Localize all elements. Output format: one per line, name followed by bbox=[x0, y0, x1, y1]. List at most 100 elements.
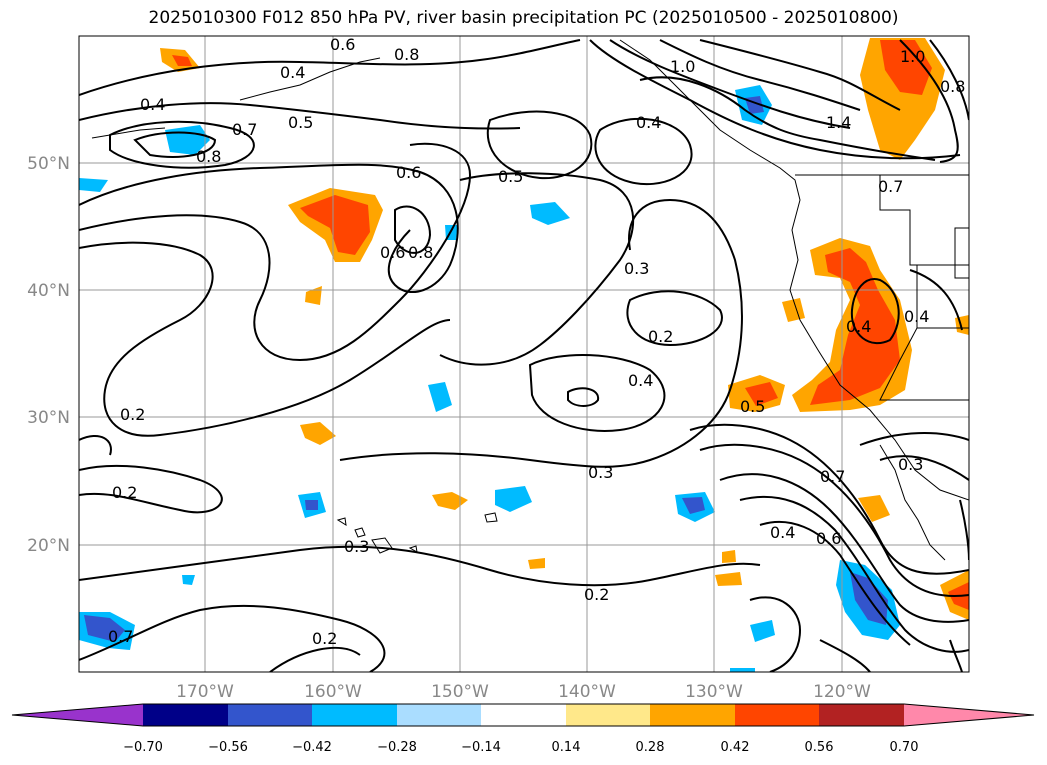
positive-precip-area bbox=[300, 422, 336, 445]
colorbar-tick-label: 0.28 bbox=[636, 740, 665, 755]
colorbar-tick-label: −0.70 bbox=[123, 740, 163, 755]
contour-labels: 0.4 0.5 0.6 0.7 0.8 0.6 0.8 0.5 0.4 0.3 … bbox=[108, 35, 965, 648]
colorbar-segment bbox=[397, 704, 481, 726]
positive-precip-area bbox=[782, 298, 805, 322]
contour-label: 0.3 bbox=[588, 463, 613, 482]
colorbar-tick-label: −0.28 bbox=[377, 740, 417, 755]
positive-precip-area bbox=[715, 572, 742, 586]
colorbar-segment bbox=[566, 704, 650, 726]
lon-axis: 170°W 160°W 150°W 140°W 130°W 120°W bbox=[176, 682, 871, 702]
positive-precip-area bbox=[305, 286, 322, 305]
contour-label: 0.3 bbox=[624, 259, 649, 278]
precip-shading bbox=[79, 38, 969, 672]
contour-label: 0.2 bbox=[120, 405, 145, 424]
lon-label: 160°W bbox=[304, 682, 362, 702]
contour-label: 0.7 bbox=[878, 177, 903, 196]
pv-contours bbox=[79, 39, 969, 672]
lat-label: 30°N bbox=[27, 408, 70, 428]
colorbar-tick-label: −0.42 bbox=[292, 740, 332, 755]
contour-label: 0.8 bbox=[940, 77, 965, 96]
negative-precip-area bbox=[730, 668, 755, 672]
positive-precip-core bbox=[880, 40, 932, 95]
colorbar-tick-label: 0.14 bbox=[552, 740, 581, 755]
colorbar-segment bbox=[312, 704, 397, 726]
contour-label: 0.4 bbox=[846, 317, 871, 336]
lat-label: 40°N bbox=[27, 281, 70, 301]
lat-label: 50°N bbox=[27, 154, 70, 174]
graticule bbox=[79, 36, 969, 672]
colorbar-tick-label: −0.56 bbox=[208, 740, 248, 755]
lat-label: 20°N bbox=[27, 536, 70, 556]
negative-precip-area bbox=[530, 202, 570, 225]
colorbar-tick-label: 0.70 bbox=[890, 740, 919, 755]
lon-label: 120°W bbox=[813, 682, 871, 702]
colorbar-tick-label: −0.14 bbox=[461, 740, 501, 755]
negative-precip-core bbox=[305, 500, 318, 510]
positive-precip-core bbox=[745, 382, 778, 406]
positive-precip-core bbox=[300, 195, 370, 255]
colorbar-extend-high bbox=[904, 704, 1034, 726]
contour-label: 0.2 bbox=[312, 629, 337, 648]
contour-label: 0.8 bbox=[196, 147, 221, 166]
positive-precip-core bbox=[172, 55, 192, 66]
contour-label: 0.4 bbox=[770, 523, 795, 542]
colorbar-segment bbox=[735, 704, 819, 726]
contour-label: 1.0 bbox=[900, 47, 925, 66]
colorbar-segment bbox=[650, 704, 735, 726]
contour-label: 0.6 bbox=[816, 529, 841, 548]
map-title: 2025010300 F012 850 hPa PV, river basin … bbox=[148, 8, 899, 28]
positive-precip-area bbox=[858, 495, 890, 522]
lon-label: 150°W bbox=[431, 682, 489, 702]
contour-label: 0.8 bbox=[408, 243, 433, 262]
negative-precip-area bbox=[495, 486, 532, 512]
positive-precip-area bbox=[528, 558, 545, 569]
negative-precip-area bbox=[428, 382, 452, 412]
colorbar-segment bbox=[143, 704, 228, 726]
colorbar-tick-label: 0.42 bbox=[721, 740, 750, 755]
contour-label: 0.5 bbox=[498, 167, 523, 186]
lon-label: 140°W bbox=[558, 682, 616, 702]
colorbar bbox=[11, 703, 1035, 727]
lat-axis: 50°N 40°N 30°N 20°N bbox=[27, 154, 70, 556]
positive-precip-area bbox=[722, 550, 736, 563]
contour-label: 0.2 bbox=[584, 585, 609, 604]
contour-label: 0.6 bbox=[380, 243, 405, 262]
colorbar-extend-low bbox=[12, 704, 143, 726]
contour-label: 0.7 bbox=[232, 120, 257, 139]
contour-label: 0.4 bbox=[280, 63, 305, 82]
negative-precip-core bbox=[682, 497, 705, 514]
negative-precip-area bbox=[79, 178, 108, 192]
contour-label: 0.6 bbox=[330, 35, 355, 54]
negative-precip-area bbox=[750, 620, 775, 642]
contour-label: 0.8 bbox=[394, 45, 419, 64]
colorbar-tick-label: 0.56 bbox=[805, 740, 834, 755]
contour-label: 0.3 bbox=[344, 537, 369, 556]
lon-label: 130°W bbox=[685, 682, 743, 702]
contour-label: 0.5 bbox=[288, 113, 313, 132]
colorbar-segment bbox=[228, 704, 312, 726]
positive-precip-area bbox=[955, 315, 969, 335]
contour-label: 1.4 bbox=[826, 113, 851, 132]
contour-label: 0.7 bbox=[820, 467, 845, 486]
contour-label: 0.7 bbox=[108, 627, 133, 646]
contour-label: 0.4 bbox=[904, 307, 929, 326]
colorbar-segment bbox=[481, 704, 566, 726]
contour-label: 0.3 bbox=[898, 455, 923, 474]
contour-label: 0.4 bbox=[628, 371, 653, 390]
contour-label: 0.2 bbox=[648, 327, 673, 346]
colorbar-outline bbox=[11, 703, 1035, 727]
lon-label: 170°W bbox=[176, 682, 234, 702]
contour-label: 1.0 bbox=[670, 57, 695, 76]
negative-precip-area bbox=[182, 575, 195, 585]
contour-label: 0.5 bbox=[740, 397, 765, 416]
contour-label: 0.4 bbox=[140, 95, 165, 114]
negative-precip-core bbox=[84, 615, 125, 642]
contour-label: 0.4 bbox=[636, 113, 661, 132]
positive-precip-area bbox=[432, 492, 468, 510]
map-frame bbox=[78, 35, 970, 673]
contour-label: 0.2 bbox=[112, 483, 137, 502]
coastlines bbox=[91, 39, 969, 561]
contour-label: 0.6 bbox=[396, 163, 421, 182]
colorbar-ticks: −0.70 −0.56 −0.42 −0.28 −0.14 0.14 0.28 … bbox=[123, 740, 918, 755]
